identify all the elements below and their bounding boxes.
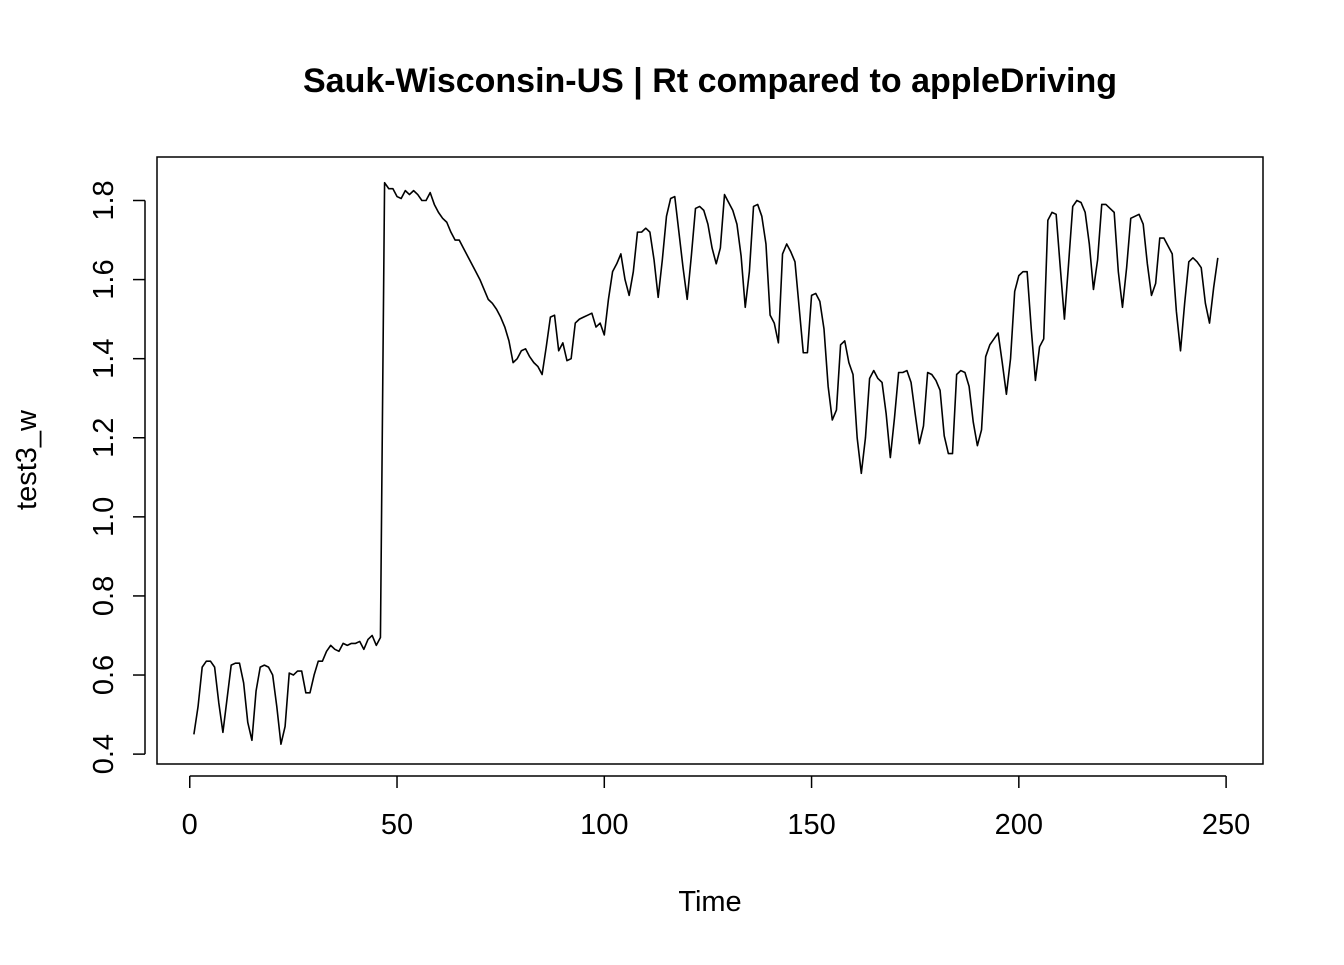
y-tick-label: 1.6	[88, 259, 120, 299]
series-line	[193, 181, 1219, 746]
x-tick-label: 200	[995, 809, 1043, 841]
series-layer	[193, 181, 1219, 746]
y-tick-label: 0.6	[88, 655, 120, 695]
x-axis: 0 50 100 150 200 250	[182, 775, 1250, 841]
x-tick-label: 250	[1202, 809, 1250, 841]
y-axis-label: test3_w	[11, 409, 43, 510]
y-tick-label: 1.4	[88, 339, 120, 379]
y-axis: 0.4 0.6 0.8 1.0 1.2 1.4 1.6 1.8	[88, 180, 146, 774]
x-tick-label: 100	[580, 809, 628, 841]
y-tick-label: 0.8	[88, 576, 120, 616]
x-tick-label: 50	[381, 809, 413, 841]
x-tick-label: 0	[182, 809, 198, 841]
y-tick-label: 0.4	[88, 734, 120, 774]
y-tick-label: 1.0	[88, 497, 120, 537]
y-tick-label: 1.8	[88, 180, 120, 220]
y-tick-label: 1.2	[88, 418, 120, 458]
chart-title: Sauk-Wisconsin-US | Rt compared to apple…	[303, 62, 1117, 100]
plot-frame	[156, 156, 1264, 765]
x-tick-label: 150	[787, 809, 835, 841]
x-axis-label: Time	[678, 886, 741, 918]
